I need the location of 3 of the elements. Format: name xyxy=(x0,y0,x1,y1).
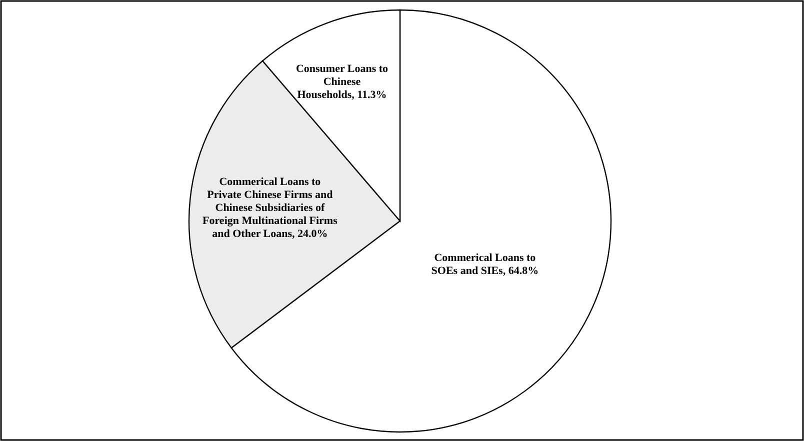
slice-label: Consumer Loans to Chinese Households, 11.3% xyxy=(296,63,389,101)
slice-label: Commerical Loans to Private Chinese Firms and Chinese Subsidiaries of Foreign Multinational Firms and Other Loans, 24.0% xyxy=(202,176,338,240)
slice-label: Commerical Loans to SOEs and SIEs, 64.8% xyxy=(431,252,539,277)
